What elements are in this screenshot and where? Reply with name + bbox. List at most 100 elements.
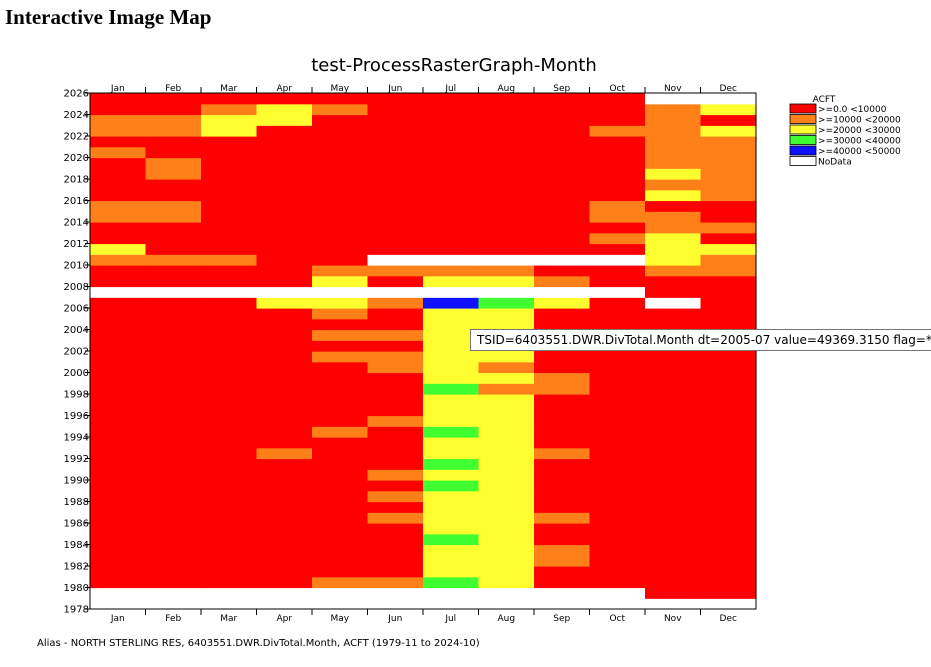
- raster-cell-2011-Oct: [589, 243, 646, 255]
- raster-cell-1989-Oct: [589, 480, 646, 492]
- raster-cell-2004-Jun: [367, 318, 424, 331]
- raster-cell-1998-Dec: [700, 383, 757, 395]
- raster-cell-2019-Aug: [478, 157, 535, 169]
- raster-cell-1989-Dec: [700, 480, 757, 492]
- raster-cell-2025-Aug: [478, 93, 535, 105]
- chart-axes: Jan Jan Feb Feb Mar Mar Apr Apr May May Jun Jun Jul J…: [64, 84, 757, 624]
- raster-cell-1993-Jan: [90, 437, 147, 449]
- raster-cell-1987-Jul: [423, 501, 480, 513]
- raster-cell-1983-Mar: [201, 544, 258, 556]
- raster-cell-2024-Oct: [589, 103, 646, 116]
- raster-cell-2017-Oct: [589, 179, 646, 191]
- raster-cell-1980-Mar: [201, 576, 258, 589]
- raster-cell-1996-Dec: [700, 404, 757, 417]
- raster-cell-2007-Oct: [589, 286, 646, 298]
- raster-cell-2010-Apr: [256, 254, 313, 266]
- raster-cell-1988-Jul: [423, 490, 480, 503]
- raster-cell-2017-Jan: [90, 179, 147, 191]
- raster-cell-1999-Mar: [201, 372, 258, 384]
- raster-cell-2018-Jan: [90, 168, 147, 180]
- raster-cell-1998-Feb: [145, 383, 202, 395]
- raster-cell-2024-Jul: [423, 103, 480, 116]
- raster-cell-2016-Jan: [90, 189, 147, 202]
- raster-cell-2015-Sep: [534, 200, 591, 212]
- month-label-bottom: Feb: [165, 614, 181, 624]
- raster-cell-2000-Apr: [256, 361, 313, 374]
- raster-cell-1989-Jul: [423, 480, 480, 492]
- raster-cell-2021-Jun: [367, 136, 424, 148]
- raster-cell-1985-Nov: [645, 523, 702, 535]
- raster-cell-2014-Dec: [700, 211, 757, 223]
- raster-cell-1987-Nov: [645, 501, 702, 513]
- raster-cell-1983-Aug: [478, 544, 535, 556]
- raster-cell-1997-Feb: [145, 394, 202, 406]
- raster-cell-2020-May: [312, 146, 369, 159]
- raster-cell-1984-Aug: [478, 533, 535, 546]
- raster-cell-2005-Nov: [645, 308, 702, 320]
- raster-cell-1992-Mar: [201, 447, 258, 460]
- raster-cell-2011-Nov: [645, 243, 702, 255]
- raster-cell-2015-Apr: [256, 200, 313, 212]
- raster-cell-2012-Jul: [423, 232, 480, 245]
- raster-cell-1990-May: [312, 469, 369, 481]
- raster-cell-2011-Mar: [201, 243, 258, 255]
- raster-cell-2025-May: [312, 93, 369, 105]
- raster-cell-2014-Nov: [645, 211, 702, 223]
- raster-cell-1999-Sep: [534, 372, 591, 384]
- raster-cell-1995-Mar: [201, 415, 258, 427]
- year-label: 2018: [64, 175, 89, 186]
- raster-cell-1993-Nov: [645, 437, 702, 449]
- raster-cell-2008-Dec: [700, 275, 757, 288]
- year-label: 1982: [64, 562, 89, 573]
- raster-cell-2013-Oct: [589, 222, 646, 234]
- raster-cell-1991-Jul: [423, 458, 480, 470]
- raster-cell-2024-Mar: [201, 103, 258, 116]
- raster-cell-1988-Apr: [256, 490, 313, 503]
- raster-cell-1994-Jun: [367, 426, 424, 438]
- raster-cell-2023-Jun: [367, 114, 424, 126]
- raster-cell-1986-Jan: [90, 512, 147, 524]
- raster-cell-1983-Sep: [534, 544, 591, 556]
- raster-cell-1983-Dec: [700, 544, 757, 556]
- raster-cell-1985-Oct: [589, 523, 646, 535]
- raster-cell-1995-Jun: [367, 415, 424, 427]
- raster-cell-2017-Dec: [700, 179, 757, 191]
- raster-cell-1980-Jul: [423, 576, 480, 589]
- raster-cell-2009-Aug: [478, 265, 535, 277]
- raster-cell-1981-Mar: [201, 566, 258, 578]
- raster-cell-2024-Jun: [367, 103, 424, 116]
- raster-cell-2007-Aug: [478, 286, 535, 298]
- raster-cell-2002-Apr: [256, 340, 313, 352]
- raster-cell-1981-Feb: [145, 566, 202, 578]
- raster-cell-2023-Sep: [534, 114, 591, 126]
- raster-cell-1989-Sep: [534, 480, 591, 492]
- raster-cell-2020-Dec: [700, 146, 757, 159]
- raster-cell-2009-Jul: [423, 265, 480, 277]
- raster-cell-2016-Aug: [478, 189, 535, 202]
- raster-cell-1999-Dec: [700, 372, 757, 384]
- raster-cell-1991-Sep: [534, 458, 591, 470]
- raster-cell-2007-Jun: [367, 286, 424, 298]
- raster-cell-1987-Sep: [534, 501, 591, 513]
- raster-cell-1986-Feb: [145, 512, 202, 524]
- raster-cell-1997-Dec: [700, 394, 757, 406]
- raster-cell-2023-Oct: [589, 114, 646, 126]
- raster-cell-1979-Apr: [256, 587, 313, 599]
- raster-cell-2014-Jan: [90, 211, 147, 223]
- year-label: 1984: [64, 540, 89, 551]
- raster-cell-1994-Dec: [700, 426, 757, 438]
- raster-cell-1995-Feb: [145, 415, 202, 427]
- month-label-bottom: Jun: [387, 614, 402, 624]
- raster-cell-2016-Dec: [700, 189, 757, 202]
- raster-cell-1980-Oct: [589, 576, 646, 589]
- raster-cell-2006-Jun: [367, 297, 424, 309]
- raster-cell-2011-Jul: [423, 243, 480, 255]
- year-label: 2020: [64, 153, 89, 164]
- year-label: 2012: [64, 239, 89, 250]
- raster-cell-1999-Apr: [256, 372, 313, 384]
- raster-cell-2008-Nov: [645, 275, 702, 288]
- raster-cell-1998-Oct: [589, 383, 646, 395]
- raster-cell-1995-Oct: [589, 415, 646, 427]
- raster-cell-2012-Apr: [256, 232, 313, 245]
- raster-cell-2018-Jun: [367, 168, 424, 180]
